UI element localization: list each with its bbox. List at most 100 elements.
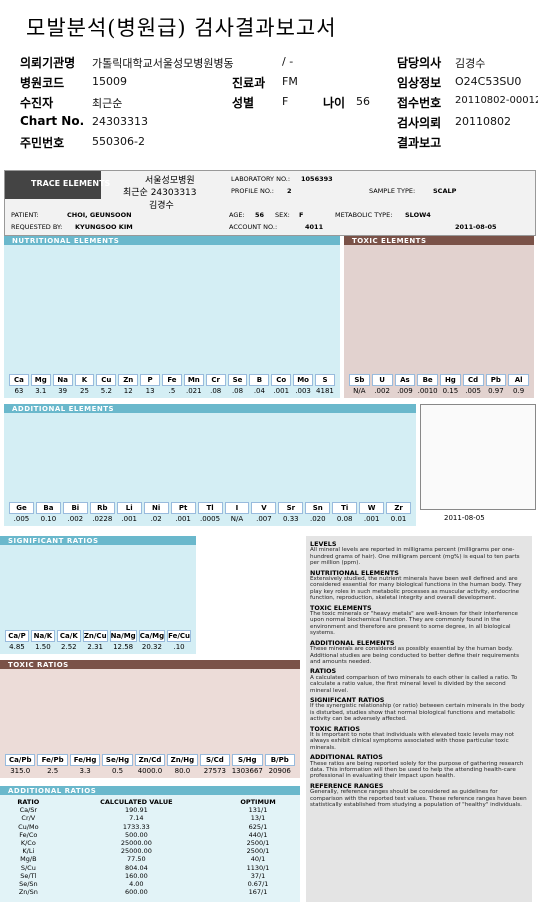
cell: 1733.33 [122, 822, 150, 831]
cell: Mg/B [20, 855, 37, 864]
element-name: Mn [183, 374, 204, 386]
element-value: .04 [253, 387, 265, 395]
ratio-table: RATIO CALCULATED VALUE OPTIMUM Ca/Sr 190.91 1… [0, 798, 300, 896]
element-value: 0.5 [111, 767, 124, 775]
element-value: .021 [186, 387, 202, 395]
element-name: Zn [118, 374, 139, 386]
element-name: Rb [89, 502, 115, 514]
column: Zr 0.01 [385, 502, 412, 524]
note-text: A calculated comparison of two minerals … [310, 674, 518, 694]
column: Mo .003 [292, 374, 314, 396]
element-value: .001 [363, 515, 380, 523]
note-heading: ADDITIONAL RATIOS [310, 753, 383, 762]
column: Se/Hg 0.5 [101, 754, 133, 776]
element-name: Na/K [30, 630, 55, 642]
value: 가톨릭대학교서울성모병원병동 [92, 57, 234, 70]
note-text: The toxic minerals or "heavy metals" are… [310, 611, 519, 637]
element-value: 4181 [316, 387, 334, 395]
cell: 37/1 [250, 871, 266, 880]
value: FM [282, 75, 298, 88]
panel-title: TOXIC ELEMENTS [352, 237, 427, 245]
cell: Cr/V [21, 814, 36, 823]
additional-ratios-panel: ADDITIONAL RATIOS RATIO CALCULATED VALUE OP… [0, 786, 300, 902]
element-name: Hg [440, 374, 461, 386]
column: Rb .0228 [89, 502, 116, 524]
value: 24303313 [92, 115, 148, 128]
cell: 131/1 [248, 806, 268, 815]
element-name: I [224, 502, 250, 514]
column: Na/K 1.50 [30, 630, 56, 652]
column: S/Hg 1303667 [231, 754, 263, 776]
column: Ca/Mg 20.32 [138, 630, 166, 652]
cell: 440/1 [248, 830, 268, 839]
cell: K/Co [20, 839, 36, 848]
element-value: 315.0 [10, 767, 31, 775]
element-name: Ca/P [5, 630, 29, 642]
value: F [282, 95, 289, 108]
columns: Ca 63 Mg 3.1 Na 39 K 25 Cu 5.2 Zn 12 P 13 Fe .5 Mn .021 Cr… [8, 374, 336, 396]
element-value: 3.1 [35, 387, 47, 395]
cell: 2500/1 [246, 847, 270, 856]
element-value: 2.5 [47, 767, 59, 775]
note-text: All mineral levels are reported in milli… [310, 547, 520, 567]
element-value: .02 [150, 515, 162, 523]
element-value: .08 [231, 387, 244, 395]
element-name: Na/Mg [109, 630, 137, 642]
column: Se .08 [227, 374, 249, 396]
column: Fe/Cu .10 [166, 630, 192, 652]
column-header: RATIO [17, 798, 40, 806]
value: 15009 [92, 75, 127, 88]
column: B .04 [248, 374, 270, 396]
column: Hg 0.15 [439, 374, 462, 396]
element-value: 2.31 [87, 643, 103, 651]
cell: 1130/1 [246, 863, 270, 872]
element-value: .5 [168, 387, 176, 395]
value: F [299, 211, 304, 219]
cell: 13/1 [250, 814, 266, 823]
cell: Se/Tl [20, 871, 37, 880]
cell: 804.04 [124, 863, 148, 872]
note-text: Extensively studied, the nutrient minera… [310, 576, 522, 602]
label: SEX: [275, 211, 290, 219]
column: Ni .02 [143, 502, 170, 524]
element-name: Fe [162, 374, 182, 386]
column: Zn/Hg 80.0 [166, 754, 198, 776]
stamp: 김경수 [149, 201, 174, 211]
label: Chart No. [20, 114, 85, 128]
cell: 77.50 [127, 855, 146, 864]
date: 2011-08-05 [444, 514, 485, 522]
value: KYUNGSOO KIM [75, 223, 133, 231]
column-header: CALCULATED VALUE [100, 798, 173, 806]
cell: S/Cu [20, 863, 36, 872]
element-name: V [251, 502, 277, 514]
label: 의뢰기관명 [20, 56, 76, 70]
nutritional-panel: NUTRITIONAL ELEMENTS Ca 63 Mg 3.1 Na 39 K 25 Cu 5.… [4, 236, 340, 398]
element-value: .08 [210, 387, 222, 395]
cell: 500.00 [124, 830, 148, 839]
element-value: 20906 [268, 767, 291, 775]
value: 20110802-00012 [455, 95, 538, 106]
element-value: 0.9 [513, 387, 525, 395]
notes: LEVELS All mineral levels are reported in… [306, 536, 532, 902]
panel-title: NUTRITIONAL ELEMENTS [12, 237, 120, 245]
row: Fe/Co 500.00 440/1 [0, 831, 300, 839]
value: 550306-2 [92, 135, 145, 148]
element-name: Sn [305, 502, 331, 514]
element-name: Fe/Pb [37, 754, 68, 766]
stamp: 최근순 24303313 [123, 188, 197, 198]
label: PROFILE NO.: [231, 187, 274, 195]
element-value: 4.85 [9, 643, 25, 651]
column: S/Cd 27573 [199, 754, 231, 776]
element-value: 0.97 [488, 387, 504, 395]
column: Cu 5.2 [95, 374, 117, 396]
element-name: As [394, 374, 416, 386]
note-heading: NUTRITIONAL ELEMENTS [310, 568, 399, 577]
cell: Se/Sn [19, 880, 38, 889]
label: 담당의사 [397, 56, 442, 70]
element-value: .001 [175, 515, 191, 523]
panel-title: ADDITIONAL ELEMENTS [12, 405, 115, 413]
note-text: These ratios are being reported solely f… [310, 760, 524, 780]
element-name: Cd [462, 374, 484, 386]
columns: Sb N/A U .002 As .009 Be .0010 Hg 0.15 Cd .005 Pb 0.9… [348, 374, 530, 396]
element-name: W [359, 502, 385, 514]
